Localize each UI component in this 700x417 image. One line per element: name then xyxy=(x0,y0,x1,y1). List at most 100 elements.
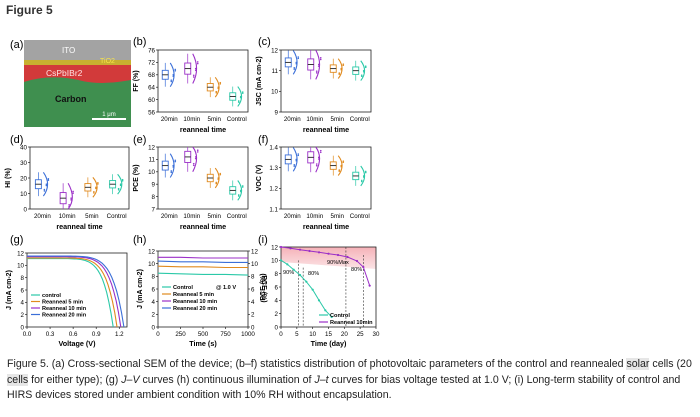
ytick-label: 11 xyxy=(272,68,279,75)
scatter-point-10min xyxy=(192,76,195,78)
panel-e-label: (e) xyxy=(133,134,146,146)
xtick-label: 10min xyxy=(183,213,200,220)
scatter-point-20min xyxy=(174,159,177,162)
violin-10min xyxy=(315,146,321,173)
scatter-point-10min xyxy=(194,156,197,158)
violin-5min xyxy=(337,58,343,79)
violin-Control xyxy=(360,60,366,81)
scatter-point-5min xyxy=(95,186,97,189)
annotation-90-control: 90% xyxy=(283,270,294,276)
scatter-point-5min xyxy=(340,67,343,70)
scatter-point-10min xyxy=(194,67,197,70)
scatter-point-10min xyxy=(70,197,72,199)
xtick-label: 10min xyxy=(306,116,323,123)
ytick-label: 4 xyxy=(275,298,279,305)
ytick-label: 6 xyxy=(275,284,279,291)
scatter-point-20min xyxy=(297,56,300,58)
scatter-point-5min xyxy=(217,178,220,180)
scatter-point-10min xyxy=(317,158,320,160)
scatter-point-20min xyxy=(297,153,300,155)
ytick-label: 20 xyxy=(20,175,27,182)
scatter-point-Control xyxy=(117,188,120,191)
scatter-point-Control xyxy=(121,178,124,181)
jt-curve-Control xyxy=(158,272,248,276)
xtick-label: 10min xyxy=(59,213,76,220)
ytick-label: 12 xyxy=(17,250,24,257)
panel-f-label: (f) xyxy=(258,134,268,146)
scatter-point-20min xyxy=(172,166,175,168)
ytick-label: 0 xyxy=(275,324,279,331)
scatter-point-5min xyxy=(342,64,345,67)
ytick-right-label: 0 xyxy=(251,324,255,331)
scatter-point-20min xyxy=(172,75,175,77)
sem-image xyxy=(24,40,131,127)
violin-5min xyxy=(214,167,220,189)
ytick-label: 12 xyxy=(271,244,278,251)
scatter-point-5min xyxy=(338,72,341,74)
xtick-label: 5 xyxy=(295,331,299,338)
caption-text-5: curves for bias voltage tested at 1.0 V;… xyxy=(7,373,681,402)
ytick-label: 4 xyxy=(21,300,25,307)
x-axis-label: reanneal time xyxy=(180,125,226,134)
scatter-point-10min xyxy=(70,199,72,201)
xtick-label: 0.6 xyxy=(69,331,78,338)
scatter-point-Control xyxy=(237,194,240,196)
legend-label: Reanneal 10min xyxy=(330,320,373,326)
xtick-label: 15 xyxy=(325,331,332,338)
scatter-point-5min xyxy=(215,182,218,185)
caption-text-4: curves (h) continuous illumination of xyxy=(142,373,312,386)
violin-20min xyxy=(292,147,298,172)
scatter-point-Control xyxy=(239,189,242,192)
x-axis-label: reanneal time xyxy=(180,222,226,231)
scatter-point-20min xyxy=(297,57,300,60)
violin-10min xyxy=(192,53,198,84)
scatter-point-5min xyxy=(219,172,222,175)
ytick-label: 30 xyxy=(20,160,27,167)
ytick-label: 10 xyxy=(148,261,155,268)
scatter-point-Control xyxy=(364,65,367,68)
ytick-label: 2 xyxy=(152,312,156,319)
caption-jt: J–t xyxy=(314,373,329,386)
panel-h-label: (h) xyxy=(133,234,146,246)
scatter-point-10min xyxy=(192,162,195,165)
xtick-label: 5min xyxy=(331,213,345,220)
xtick-label: 20min xyxy=(284,213,301,220)
caption-text-2: cells (20 xyxy=(652,358,692,370)
x-axis-label: reanneal time xyxy=(303,222,349,231)
ytick-label: 10 xyxy=(148,169,155,176)
jv-curve-Reanneal-5-min xyxy=(27,257,118,327)
figure-canvas: (a) ITO TiO2 CsPbIBr2 Carbon 1 μm (b)566… xyxy=(5,36,380,348)
xtick-label: Control xyxy=(227,213,247,220)
jv-curves-panel: (g) 0.0 0.3 0.6 0.9 1.2 0 2 4 6 8 10 12 Voltage (V) J … xyxy=(6,234,128,348)
violin-10min xyxy=(315,49,321,80)
xtick-label: 0 xyxy=(279,331,283,338)
panel-b-label: (b) xyxy=(133,36,146,48)
scatter-point-Control xyxy=(237,195,240,197)
x-axis-label: Time (day) xyxy=(311,339,347,348)
scatter-point-5min xyxy=(340,164,343,167)
panel-e-frame xyxy=(157,146,249,210)
scatter-point-10min xyxy=(72,192,74,194)
xtick-label: 5min xyxy=(208,213,222,220)
scatter-point-Control xyxy=(362,176,365,178)
ytick-label: 0 xyxy=(152,324,156,331)
ytick-label: 60 xyxy=(148,97,155,104)
scatter-point-Control xyxy=(362,175,365,177)
annotation-80-control: 80% xyxy=(308,271,319,277)
scatter-point-5min xyxy=(342,63,345,65)
annotation-90max: 90%Max xyxy=(327,260,349,266)
xtick-label: 10min xyxy=(306,213,323,220)
panel-e: (e) 7 8 9 10 11 12 PCE (%) 20min 10min 5min Control… xyxy=(133,134,249,231)
scatter-point-5min xyxy=(219,81,222,84)
scatter-point-10min xyxy=(317,63,320,66)
scatter-point-5min xyxy=(97,183,99,185)
scatter-point-Control xyxy=(360,179,363,182)
ytick-right-label: 10 xyxy=(251,261,258,268)
scatter-point-Control xyxy=(237,100,240,102)
scatter-point-20min xyxy=(45,183,48,185)
ytick-right-label: 8 xyxy=(251,274,255,281)
scatter-point-10min xyxy=(317,156,320,159)
box-plot-panels: (b) 56 60 64 68 72 76 FF (%) 20min 10min 5min Contr… xyxy=(5,36,372,231)
scatter-point-20min xyxy=(170,80,173,83)
panel-c-frame xyxy=(280,49,372,113)
